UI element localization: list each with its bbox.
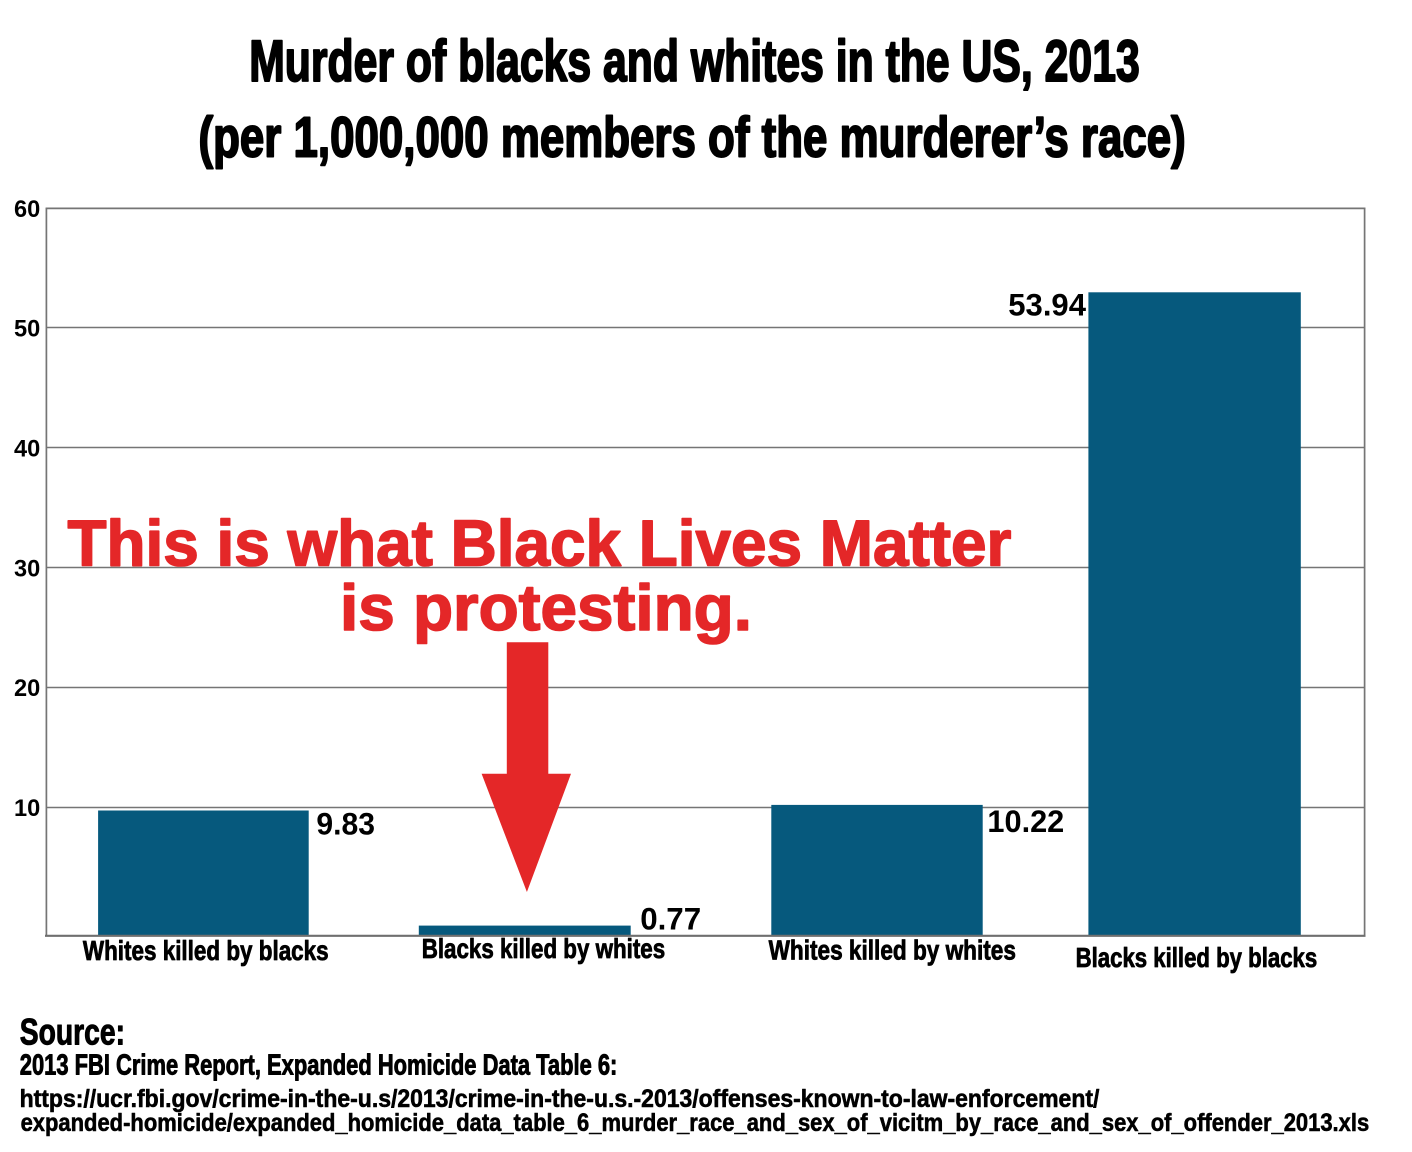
svg-text:Blacks killed by whites: Blacks killed by whites <box>422 934 665 965</box>
svg-text:9.83: 9.83 <box>316 806 375 842</box>
svg-text:Whites killed by whites: Whites killed by whites <box>769 935 1016 966</box>
svg-text:53.94: 53.94 <box>1008 288 1086 323</box>
svg-text:10: 10 <box>14 796 40 822</box>
svg-text:This is what Black Lives Matte: This is what Black Lives Matter <box>68 507 1012 580</box>
svg-text:Blacks killed by blacks: Blacks killed by blacks <box>1076 943 1318 974</box>
svg-text:(per 1,000,000 members of the: (per 1,000,000 members of the murderer’s… <box>199 105 1186 168</box>
svg-text:60: 60 <box>14 197 40 223</box>
svg-text:0.77: 0.77 <box>640 902 701 937</box>
svg-text:https://ucr.fbi.gov/crime-in-t: https://ucr.fbi.gov/crime-in-the-u.s/201… <box>20 1085 1100 1113</box>
svg-text:2013 FBI Crime Report, Expande: 2013 FBI Crime Report, Expanded Homicide… <box>20 1050 618 1081</box>
svg-text:is protesting.: is protesting. <box>340 571 752 644</box>
svg-text:Murder of blacks and whites in: Murder of blacks and whites in the US, 2… <box>249 29 1140 94</box>
svg-text:Source:: Source: <box>20 1011 125 1053</box>
svg-text:30: 30 <box>14 556 40 582</box>
svg-text:20: 20 <box>14 676 40 702</box>
svg-text:expanded-homicide/expanded_hom: expanded-homicide/expanded_homicide_data… <box>21 1109 1370 1137</box>
svg-text:Whites killed by blacks: Whites killed by blacks <box>83 936 329 967</box>
svg-text:50: 50 <box>14 317 40 343</box>
svg-text:10.22: 10.22 <box>987 804 1064 839</box>
svg-text:40: 40 <box>14 437 40 463</box>
